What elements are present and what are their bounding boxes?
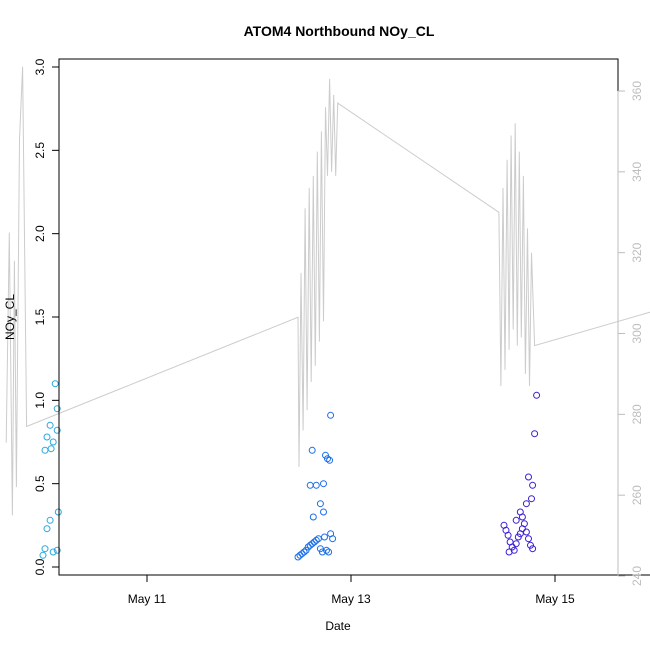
data-point (298, 550, 306, 558)
data-point (46, 516, 54, 524)
x-tick-label: May 11 (128, 592, 167, 606)
data-point (54, 508, 62, 516)
y2-tick-label: 360 (630, 81, 644, 101)
y2-axis: 240 260 280 300 320 340 360 (617, 81, 644, 586)
data-point (324, 455, 331, 463)
data-point (326, 456, 334, 464)
data-point (51, 380, 59, 388)
data-point (321, 533, 328, 541)
data-point (525, 473, 532, 481)
data-point (528, 495, 535, 503)
y2-tick-label: 280 (630, 404, 644, 424)
y2-tick-label: 260 (630, 485, 644, 505)
y-tick-label: 1.0 (33, 392, 47, 409)
data-point (53, 426, 61, 434)
y-axis-label: NOy_CL (3, 294, 17, 340)
data-point (529, 481, 537, 489)
data-point (522, 500, 530, 508)
y-tick-label: 0.5 (33, 475, 47, 492)
data-point (529, 545, 537, 553)
data-point (329, 535, 337, 543)
y-axis: 0.0 0.5 1.0 1.5 2.0 2.5 3.0 (33, 58, 60, 575)
data-point (316, 500, 324, 508)
data-point (39, 551, 47, 559)
data-point (312, 536, 320, 544)
data-point (49, 548, 57, 556)
data-point (323, 546, 330, 554)
data-point (47, 445, 55, 453)
data-point (525, 535, 532, 543)
data-point (46, 421, 54, 429)
y-tick-label: 2.5 (33, 142, 47, 159)
x-tick-label: May 13 (331, 592, 371, 606)
data-point (505, 548, 513, 556)
data-point (533, 391, 541, 399)
data-point (53, 546, 61, 554)
data-point (314, 535, 322, 543)
data-point (53, 405, 61, 413)
data-point (43, 433, 51, 441)
line-series (5, 66, 650, 516)
y2-tick-label: 300 (630, 323, 644, 343)
data-point (308, 540, 316, 548)
data-point (43, 525, 51, 533)
x-tick-label: May 15 (535, 592, 575, 606)
data-point (531, 430, 539, 438)
data-point (320, 480, 327, 488)
data-point (322, 451, 329, 459)
data-point (320, 508, 327, 516)
data-point (527, 541, 534, 549)
data-point (41, 545, 49, 553)
line-series-layer (5, 66, 650, 516)
data-point (309, 513, 317, 521)
y-tick-label: 1.5 (33, 308, 47, 325)
scatter-points-layer (39, 380, 541, 561)
data-point (512, 540, 520, 548)
y2-tick-label: 240 (630, 566, 644, 586)
data-point (516, 508, 524, 516)
data-point (300, 548, 308, 556)
data-point (327, 411, 335, 419)
chart-title: ATOM4 Northbound NOy_CL (244, 23, 435, 39)
data-point (308, 446, 316, 454)
data-point (312, 481, 320, 489)
y-tick-label: 2.0 (33, 225, 47, 242)
y-tick-label: 0.0 (33, 558, 47, 575)
data-point (325, 548, 333, 556)
y-tick-label: 3.0 (33, 58, 47, 75)
data-point (504, 531, 512, 539)
data-point (49, 438, 57, 446)
data-point (520, 520, 528, 528)
y2-tick-label: 320 (630, 242, 644, 262)
y2-tick-label: 340 (630, 162, 644, 182)
data-point (522, 528, 530, 536)
data-point (512, 516, 520, 524)
x-axis-label: Date (325, 619, 351, 633)
